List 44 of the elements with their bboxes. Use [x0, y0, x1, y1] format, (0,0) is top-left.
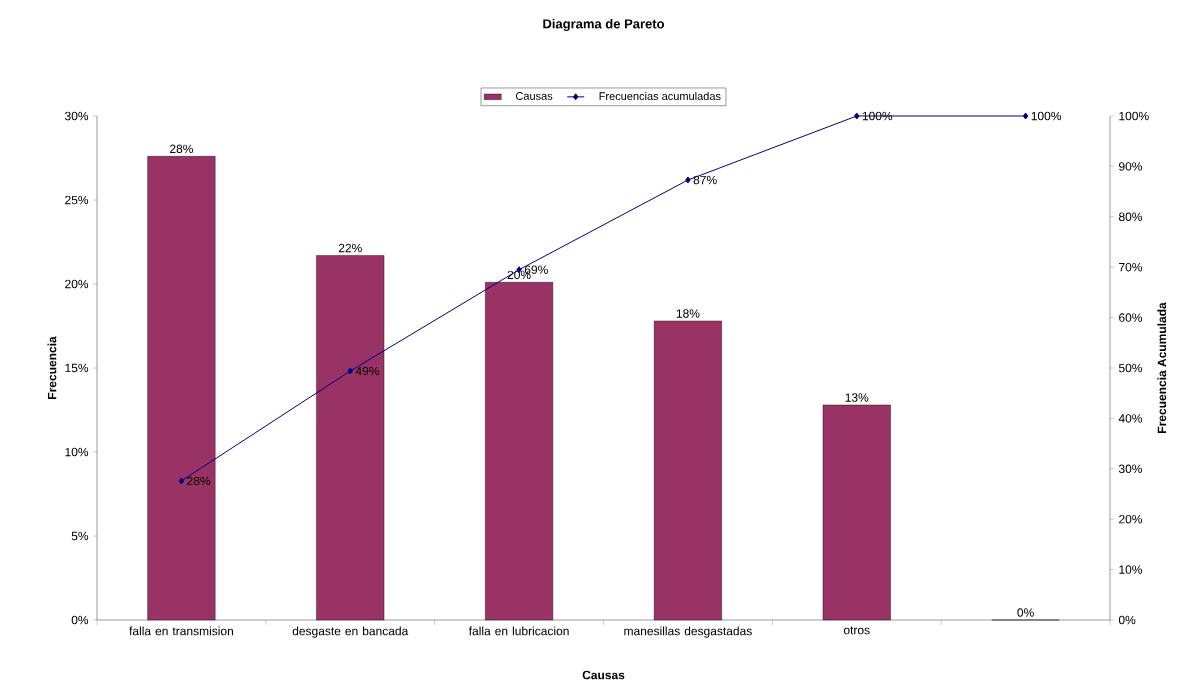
point	[685, 176, 691, 184]
y2-tick-label: 10%	[1119, 565, 1143, 574]
y-tick-label: 20%	[65, 279, 89, 289]
data-label: 87%	[693, 175, 717, 185]
data-label: 28%	[187, 476, 211, 486]
y-tick-label: 30%	[64, 111, 89, 121]
y2-tick-label: 70%	[1119, 262, 1143, 272]
point	[178, 477, 185, 485]
x-tick-label: desgaste en bancada	[292, 626, 409, 638]
x-tick-label: otros	[843, 626, 870, 635]
data-label: 0%	[1017, 608, 1034, 617]
y-tick-label: 10%	[65, 447, 89, 457]
y-tick-label: 15%	[65, 363, 89, 373]
y2-tick-label: 30%	[1118, 464, 1143, 474]
data-label: 100%	[862, 111, 893, 121]
y2-axis-title: Frecuencia Acumulada	[1157, 302, 1167, 433]
chart-title: Diagrama de Pareto	[543, 18, 665, 32]
x-tick-label: falla en lubricacion	[468, 626, 569, 636]
y2-tick-label: 60%	[1119, 313, 1143, 322]
data-label: 49%	[355, 366, 380, 376]
x-tick-label: manesillas desgastadas	[624, 626, 752, 638]
y2-tick-label: 20%	[1119, 514, 1143, 524]
data-label: 13%	[845, 393, 869, 402]
x-axis-title: Causas	[582, 670, 625, 680]
legend-label: Frecuencias acumuladas	[599, 91, 721, 101]
data-label: 28%	[170, 144, 193, 154]
data-label: 100%	[1031, 111, 1062, 121]
legend-label: Causas	[515, 92, 553, 100]
point	[854, 112, 860, 120]
y-tick-label: 5%	[71, 531, 89, 541]
y-tick-label: 0%	[71, 615, 89, 625]
y2-tick-label: 40%	[1118, 414, 1143, 423]
point	[347, 367, 353, 375]
y2-tick-label: 100%	[1119, 111, 1149, 121]
y-axis-title: Frecuencia	[47, 336, 57, 399]
data-label: 18%	[676, 309, 700, 318]
y2-tick-label: 0%	[1118, 615, 1136, 625]
y2-tick-label: 90%	[1119, 162, 1143, 171]
x-tick-label: falla en transmision	[129, 626, 233, 636]
y2-tick-label: 50%	[1118, 363, 1143, 373]
point	[1022, 112, 1029, 120]
y-tick-label: 25%	[65, 195, 89, 205]
data-label: 22%	[338, 243, 362, 253]
y2-tick-label: 80%	[1118, 212, 1143, 222]
